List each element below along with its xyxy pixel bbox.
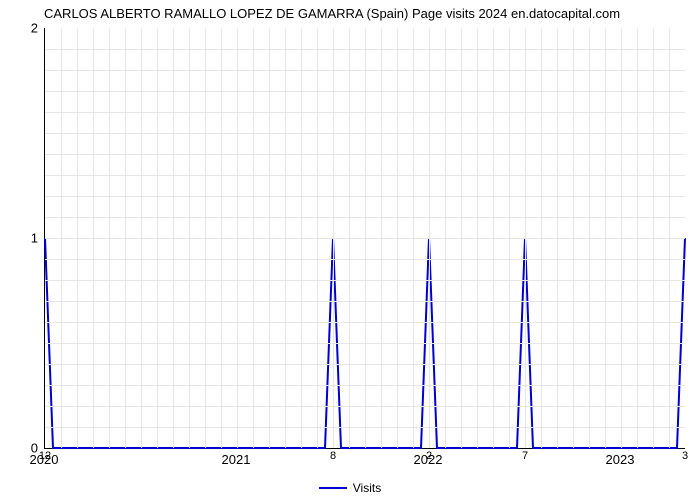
vgrid-minor [109,28,110,448]
point-label: 7 [522,450,528,462]
vgrid-minor [253,28,254,448]
vgrid-minor [173,28,174,448]
chart-container: CARLOS ALBERTO RAMALLO LOPEZ DE GAMARRA … [0,0,700,500]
vgrid-minor [189,28,190,448]
vgrid-minor [141,28,142,448]
plot-area: 128273 [44,28,685,449]
x-tick-label: 2020 [30,452,59,467]
vgrid-minor [413,28,414,448]
vgrid-minor [333,28,334,448]
vgrid-major [237,28,238,448]
vgrid-minor [61,28,62,448]
vgrid-minor [605,28,606,448]
point-label: 3 [682,450,688,462]
vgrid-minor [157,28,158,448]
vgrid-minor [317,28,318,448]
x-tick-label: 2023 [606,452,635,467]
y-tick-label: 1 [31,231,38,246]
vgrid-minor [125,28,126,448]
vgrid-minor [397,28,398,448]
vgrid-minor [365,28,366,448]
x-tick-label: 2022 [414,452,443,467]
legend: Visits [0,480,700,495]
vgrid-major [429,28,430,448]
legend-swatch [319,487,347,489]
point-label: 8 [330,450,336,462]
vgrid-minor [381,28,382,448]
vgrid-minor [493,28,494,448]
y-tick-label: 2 [31,21,38,36]
vgrid-minor [445,28,446,448]
vgrid-minor [301,28,302,448]
vgrid-minor [269,28,270,448]
vgrid-minor [653,28,654,448]
vgrid-minor [541,28,542,448]
vgrid-minor [589,28,590,448]
vgrid-minor [221,28,222,448]
vgrid-minor [461,28,462,448]
vgrid-minor [669,28,670,448]
legend-label: Visits [353,481,381,495]
vgrid-minor [557,28,558,448]
vgrid-minor [573,28,574,448]
vgrid-minor [285,28,286,448]
vgrid-minor [77,28,78,448]
x-tick-label: 2021 [222,452,251,467]
vgrid-minor [525,28,526,448]
vgrid-minor [637,28,638,448]
vgrid-minor [205,28,206,448]
vgrid-major [621,28,622,448]
vgrid-minor [349,28,350,448]
vgrid-minor [477,28,478,448]
vgrid-minor [509,28,510,448]
vgrid-minor [93,28,94,448]
chart-title: CARLOS ALBERTO RAMALLO LOPEZ DE GAMARRA … [44,6,620,21]
